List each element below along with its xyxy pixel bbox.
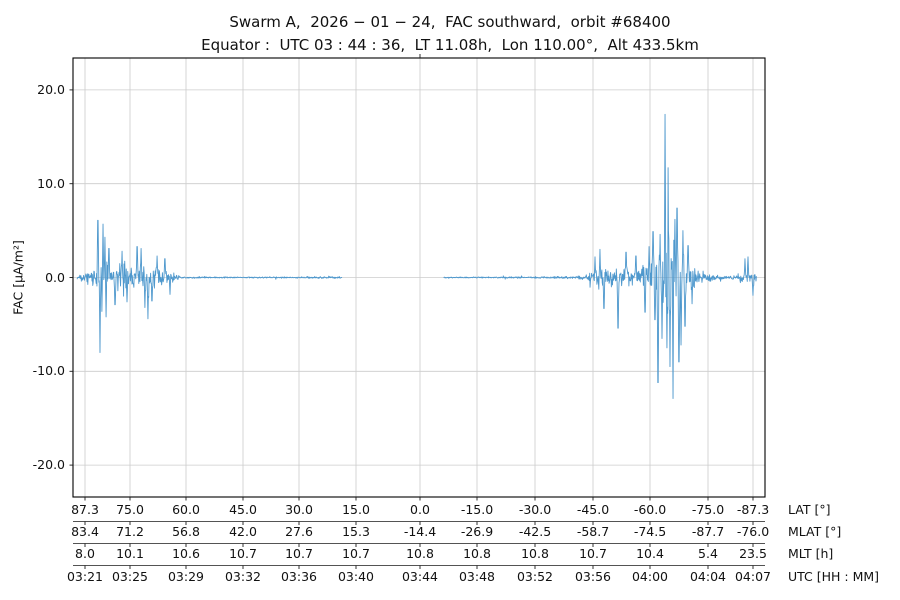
x-tick-label-utc: 04:04 [689,568,727,584]
axis-row-name-lat: LAT [°] [788,501,831,517]
x-tick-label-mlt: 5.4 [698,545,718,561]
x-tick-label-mlat: 71.2 [116,523,144,539]
axis-row-name-mlat: MLAT [°] [788,523,842,539]
y-tick-label: -20.0 [32,457,65,473]
x-tick-label-mlt: 10.7 [579,545,607,561]
x-tick-label-lat: -45.0 [576,501,610,517]
x-tick-label-lat: 15.0 [342,501,370,517]
x-tick-label-utc: 03:56 [574,568,612,584]
fac-trace-segment [443,113,757,399]
x-tick-label-mlt: 10.6 [172,545,200,561]
y-tick-label: 0.0 [45,269,65,285]
x-tick-label-utc: 03:36 [280,568,318,584]
x-tick-label-utc: 04:00 [631,568,669,584]
fac-waveform [76,113,757,399]
x-tick-label-mlat: 42.0 [229,523,257,539]
fac-trace-segment [76,219,343,353]
x-tick-label-lat: 60.0 [172,501,200,517]
x-tick-label-utc: 03:44 [401,568,439,584]
x-tick-label-mlt: 23.5 [739,545,767,561]
x-tick-label-lat: -75.0 [691,501,725,517]
x-tick-label-mlt: 10.8 [463,545,491,561]
x-tick-label-lat: 75.0 [116,501,144,517]
x-tick-label-mlat: -26.9 [460,523,494,539]
x-tick-label-mlat: 56.8 [172,523,200,539]
x-tick-label-mlat: -58.7 [576,523,610,539]
x-tick-label-mlt: 10.1 [116,545,144,561]
x-tick-label-utc: 03:25 [111,568,149,584]
y-tick-label: -10.0 [32,363,65,379]
x-tick-label-mlat: 27.6 [285,523,313,539]
axis-row-name-mlt: MLT [h] [788,545,834,561]
axis-row-name-utc: UTC [HH : MM] [788,568,880,584]
x-tick-label-utc: 03:21 [66,568,104,584]
x-tick-label-mlat: 83.4 [71,523,99,539]
x-tick-label-utc: 03:40 [337,568,375,584]
x-tick-label-lat: 45.0 [229,501,257,517]
x-tick-label-utc: 03:32 [224,568,262,584]
x-tick-label-lat: -15.0 [460,501,494,517]
x-tick-label-mlt: 10.4 [636,545,664,561]
x-tick-label-mlat: -87.7 [691,523,725,539]
x-tick-label-mlat: -42.5 [518,523,552,539]
x-tick-label-mlt: 10.7 [229,545,257,561]
x-tick-label-mlat: -14.4 [403,523,437,539]
chart-title: Swarm A, 2026 − 01 − 24, FAC southward, … [229,13,671,31]
y-tick-label: 10.0 [37,175,65,191]
x-tick-label-utc: 03:29 [167,568,205,584]
x-tick-label-mlt: 10.7 [285,545,313,561]
chart-subtitle: Equator : UTC 03 : 44 : 36, LT 11.08h, L… [201,36,699,54]
x-tick-label-mlat: -76.0 [736,523,770,539]
x-tick-label-lat: -30.0 [518,501,552,517]
x-tick-label-utc: 03:52 [516,568,554,584]
x-tick-label-utc: 04:07 [734,568,772,584]
x-tick-label-mlt: 10.8 [406,545,434,561]
x-tick-label-mlt: 10.7 [342,545,370,561]
axis-ticks [69,54,765,569]
x-tick-label-lat: -60.0 [633,501,667,517]
x-tick-label-lat: 87.3 [71,501,99,517]
x-tick-label-mlat: -74.5 [633,523,667,539]
x-tick-label-lat: 0.0 [410,501,430,517]
x-tick-label-mlt: 8.0 [75,545,95,561]
x-tick-label-mlat: 15.3 [342,523,370,539]
x-tick-label-lat: -87.3 [736,501,770,517]
y-tick-label: 20.0 [37,81,65,97]
x-tick-label-utc: 03:48 [458,568,496,584]
x-tick-label-lat: 30.0 [285,501,313,517]
x-tick-label-mlt: 10.8 [521,545,549,561]
